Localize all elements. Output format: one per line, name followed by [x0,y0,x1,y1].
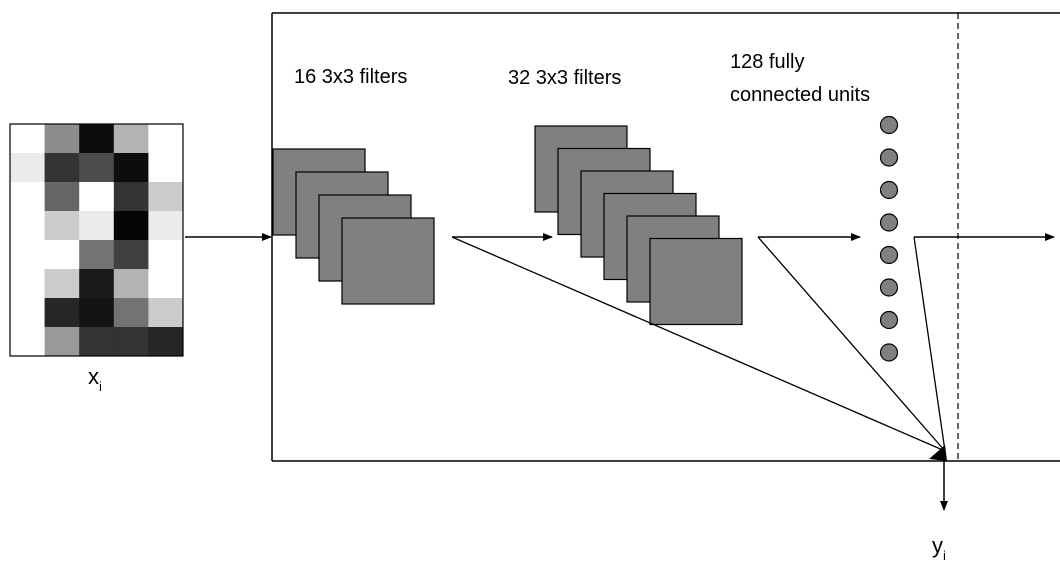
input-pixel [148,124,184,154]
input-pixel [44,269,80,299]
fc-label-line2: connected units [730,84,870,106]
input-pixel [10,240,46,270]
input-pixel [44,153,80,183]
input-pixel [44,298,80,328]
input-pixel [148,153,184,183]
input-symbol: x [88,364,99,389]
conv2-to-output-line [757,236,946,452]
input-pixel [10,124,46,154]
input-pixel [44,182,80,212]
output-merge-head [929,445,947,461]
input-pixel [113,327,149,357]
input-pixel [44,240,80,270]
input-pixel [113,182,149,212]
fc-unit [879,278,899,297]
input-pixel [148,240,184,270]
input-pixel [113,298,149,328]
input-pixel [79,153,115,183]
fc-unit [879,148,899,167]
input-pixel [148,211,184,241]
input-pixel [10,153,46,183]
fc-to-output-line [913,236,946,452]
input-image-border [9,123,184,357]
input-pixel [148,298,184,328]
input-pixel [44,211,80,241]
conv2-label: 32 3x3 filters [508,67,621,89]
input-pixel [79,298,115,328]
input-pixel [79,182,115,212]
fc-unit [879,115,899,135]
input-pixel [79,327,115,357]
input-image-grid [9,123,184,357]
input-pixel [79,240,115,270]
input-pixel [113,211,149,241]
conv1-to-output-line [451,236,946,452]
input-pixel [79,211,115,241]
conv1-label: 16 3x3 filters [294,66,407,88]
conv2-filter-stack [534,125,743,326]
input-pixel [10,298,46,328]
input-pixel [10,269,46,299]
fc-unit [879,310,899,330]
input-pixel [10,327,46,357]
input-pixel [113,240,149,270]
fc-unit [879,180,899,200]
input-pixel [44,124,80,154]
filter-map [649,237,743,326]
input-pixel [148,269,184,299]
input-pixel [79,124,115,154]
output-label: yi [932,533,946,563]
input-subscript: i [99,379,102,394]
input-pixel [113,124,149,154]
input-pixel [113,269,149,299]
fc-unit [879,213,899,232]
input-pixel [10,182,46,212]
fc-units-column [879,115,899,362]
input-pixel [10,211,46,241]
filter-map [341,217,435,305]
input-label: xi [88,364,102,394]
fc-unit [879,245,899,265]
input-pixel [113,153,149,183]
output-symbol: y [932,533,943,558]
input-pixel [148,327,184,357]
fc-label-line1: 128 fully [730,51,805,73]
fc-unit [879,343,899,362]
input-pixel [148,182,184,212]
output-subscript: i [943,548,946,563]
input-pixel [79,269,115,299]
conv1-filter-stack [272,148,435,305]
input-pixel [44,327,80,357]
